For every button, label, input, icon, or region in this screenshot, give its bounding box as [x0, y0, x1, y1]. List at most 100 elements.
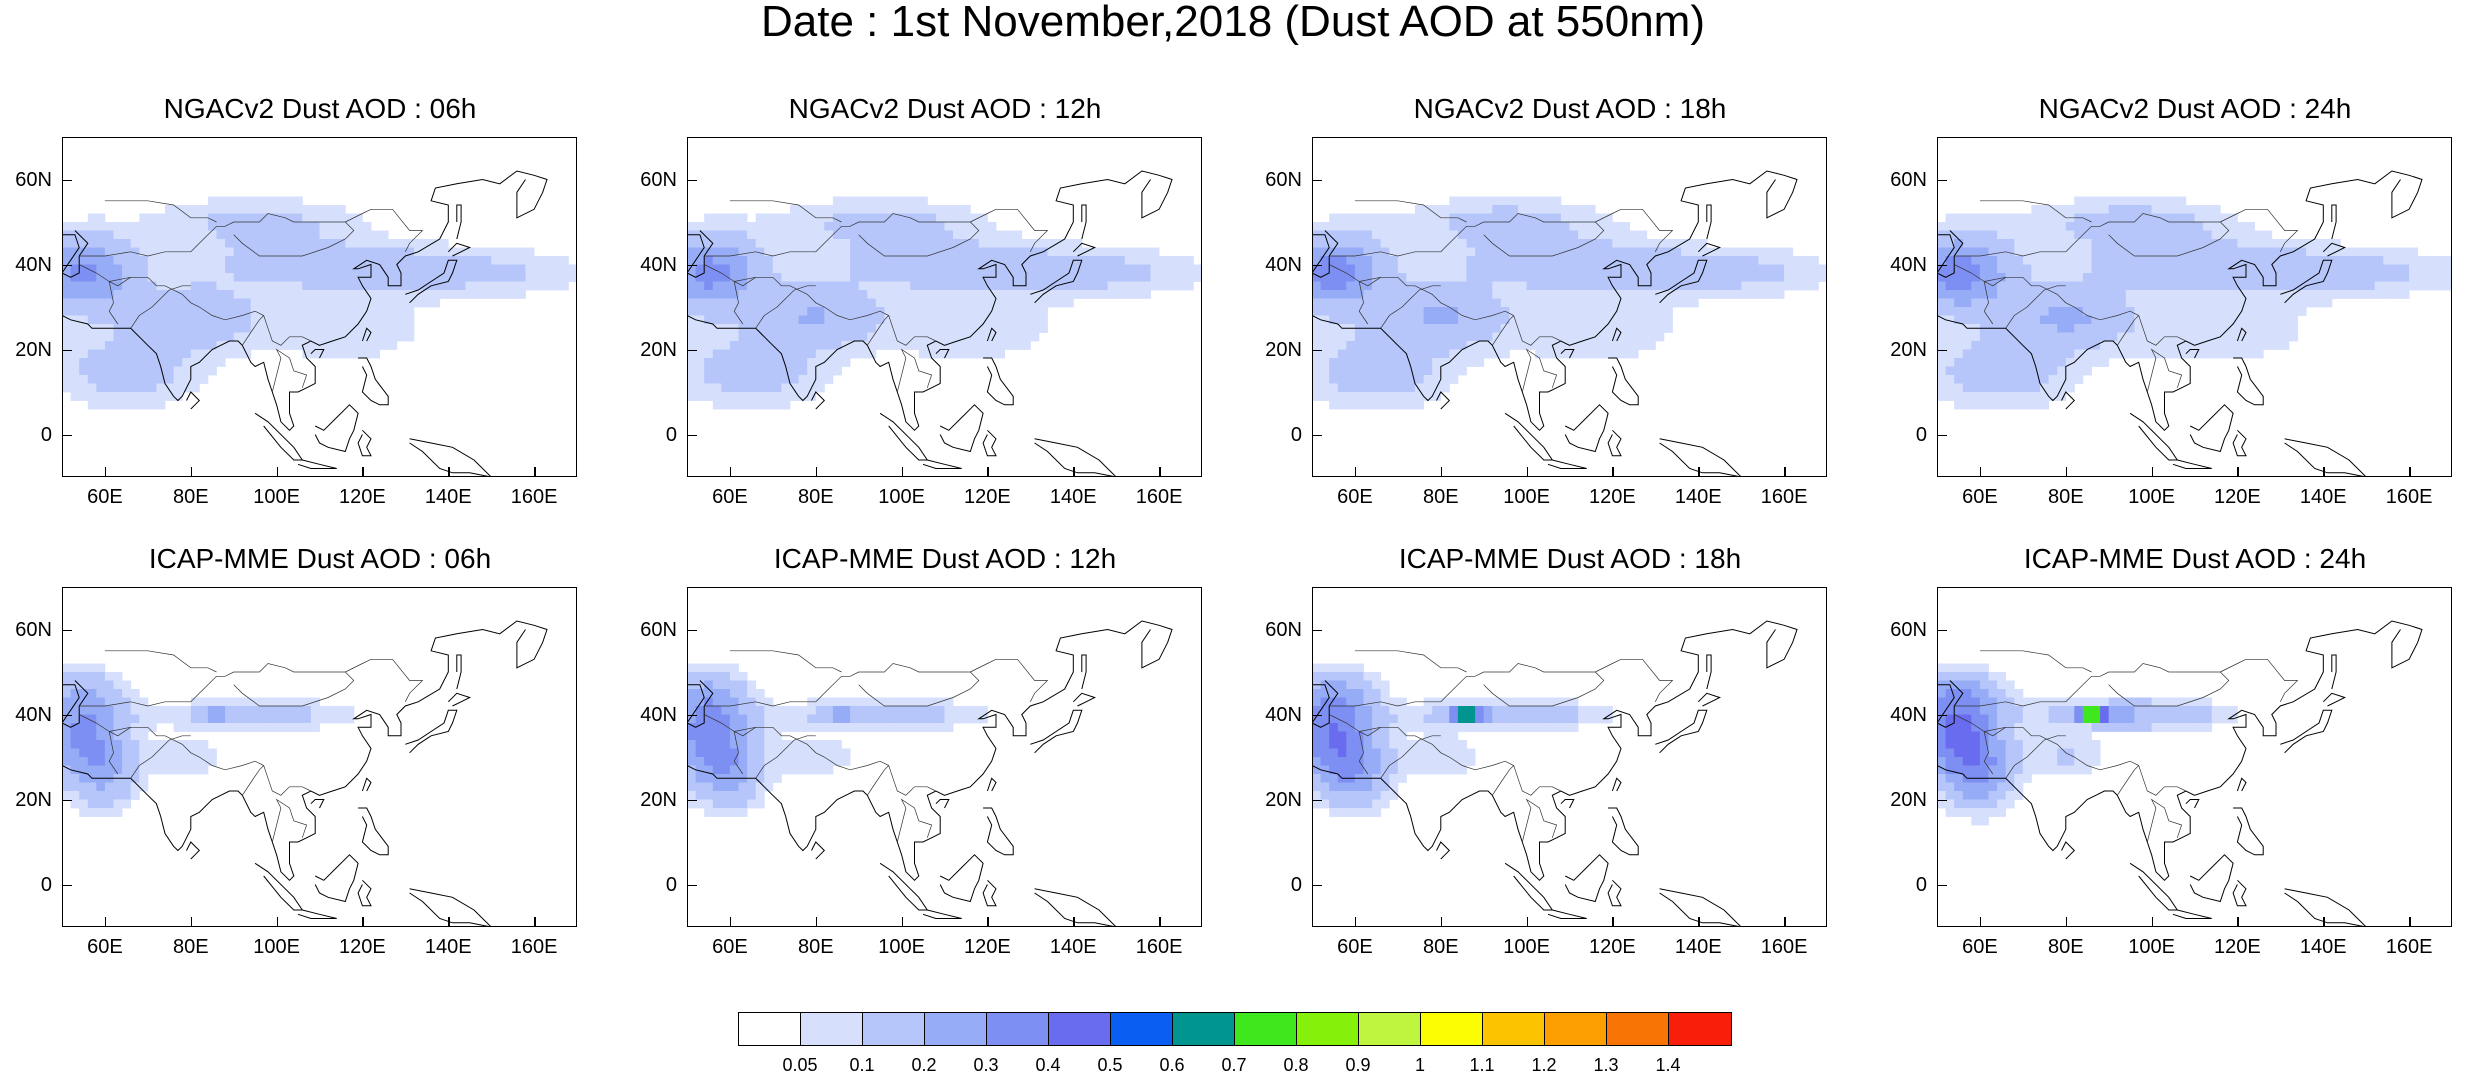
lat-tick [687, 180, 697, 182]
map-frame [1312, 587, 1827, 927]
lat-tick [62, 885, 72, 887]
lon-tick-label: 120E [952, 487, 1022, 507]
lon-tick-label: 100E [867, 937, 937, 957]
lon-tick-label: 60E [70, 937, 140, 957]
lon-tick [2409, 467, 2411, 477]
lon-tick [105, 467, 107, 477]
lon-tick [987, 917, 989, 927]
lon-tick [1612, 917, 1614, 927]
lat-tick-label: 60N [0, 620, 52, 640]
panel-title: NGACv2 Dust AOD : 06h [60, 95, 580, 123]
map-frame [1937, 137, 2452, 477]
lon-tick [1159, 467, 1161, 477]
lat-tick [62, 800, 72, 802]
lon-tick [2237, 467, 2239, 477]
lon-tick-label: 140E [2288, 487, 2358, 507]
lon-tick-label: 140E [1663, 937, 1733, 957]
map-frame [687, 587, 1202, 927]
lat-tick-label: 20N [1875, 340, 1927, 360]
lon-tick [191, 467, 193, 477]
panel-title: ICAP-MME Dust AOD : 24h [1935, 545, 2455, 573]
lon-tick-label: 80E [1406, 937, 1476, 957]
map-frame [62, 137, 577, 477]
lat-tick-label: 40N [625, 255, 677, 275]
lon-tick [1527, 917, 1529, 927]
map-frame [62, 587, 577, 927]
lat-tick-label: 40N [1250, 255, 1302, 275]
lon-tick-label: 60E [70, 487, 140, 507]
lon-tick-label: 120E [2202, 487, 2272, 507]
lat-tick [687, 800, 697, 802]
lon-tick [1784, 917, 1786, 927]
lat-tick [62, 435, 72, 437]
lon-tick-label: 120E [952, 937, 1022, 957]
lon-tick-label: 60E [1945, 487, 2015, 507]
lat-tick [62, 630, 72, 632]
lon-tick-label: 60E [1320, 487, 1390, 507]
lon-tick-label: 80E [1406, 487, 1476, 507]
map-frame [1312, 137, 1827, 477]
lat-tick [1312, 435, 1322, 437]
lat-tick-label: 20N [625, 790, 677, 810]
lat-tick-label: 0 [0, 425, 52, 445]
lat-tick-label: 20N [0, 790, 52, 810]
lon-tick [1355, 917, 1357, 927]
lon-tick-label: 120E [327, 937, 397, 957]
lon-tick-label: 80E [781, 937, 851, 957]
lat-tick-label: 0 [1250, 425, 1302, 445]
lat-tick-label: 0 [1875, 425, 1927, 445]
lon-tick-label: 100E [242, 487, 312, 507]
lat-tick-label: 60N [625, 620, 677, 640]
lon-tick [1441, 467, 1443, 477]
lon-tick-label: 60E [695, 487, 765, 507]
lon-tick [1441, 917, 1443, 927]
lat-tick [687, 715, 697, 717]
lon-tick [1073, 467, 1075, 477]
lon-tick [362, 917, 364, 927]
lat-tick-label: 40N [1875, 255, 1927, 275]
panel-title: NGACv2 Dust AOD : 18h [1310, 95, 1830, 123]
lon-tick [2066, 467, 2068, 477]
panel-title: NGACv2 Dust AOD : 24h [1935, 95, 2455, 123]
lat-tick-label: 0 [625, 425, 677, 445]
lat-tick [1937, 180, 1947, 182]
lon-tick-label: 100E [2117, 487, 2187, 507]
lon-tick [987, 467, 989, 477]
lon-tick [448, 467, 450, 477]
lon-tick [902, 917, 904, 927]
panel-title: ICAP-MME Dust AOD : 06h [60, 545, 580, 573]
lon-tick [448, 917, 450, 927]
lon-tick-label: 140E [1038, 937, 1108, 957]
lon-tick [1612, 467, 1614, 477]
lat-tick [1312, 265, 1322, 267]
lat-tick [1312, 715, 1322, 717]
lon-tick [191, 917, 193, 927]
lon-tick [1527, 467, 1529, 477]
lon-tick [1355, 467, 1357, 477]
lon-tick-label: 160E [1124, 937, 1194, 957]
lat-tick-label: 40N [1250, 705, 1302, 725]
lat-tick [1937, 265, 1947, 267]
lon-tick [1784, 467, 1786, 477]
lat-tick-label: 20N [0, 340, 52, 360]
lon-tick-label: 160E [499, 937, 569, 957]
lat-tick-label: 40N [0, 255, 52, 275]
lon-tick-label: 140E [1663, 487, 1733, 507]
lon-tick [362, 467, 364, 477]
lat-tick [1312, 885, 1322, 887]
lat-tick [1312, 180, 1322, 182]
lon-tick [1698, 467, 1700, 477]
lon-tick-label: 100E [242, 937, 312, 957]
lon-tick-label: 100E [867, 487, 937, 507]
lon-tick [1980, 467, 1982, 477]
lat-tick [687, 435, 697, 437]
lon-tick [1698, 917, 1700, 927]
lat-tick [1312, 350, 1322, 352]
lon-tick-label: 160E [1749, 487, 1819, 507]
lat-tick [1937, 350, 1947, 352]
lat-tick-label: 60N [1250, 620, 1302, 640]
lon-tick [1073, 917, 1075, 927]
lat-tick [62, 715, 72, 717]
lon-tick [816, 467, 818, 477]
map-frame [687, 137, 1202, 477]
